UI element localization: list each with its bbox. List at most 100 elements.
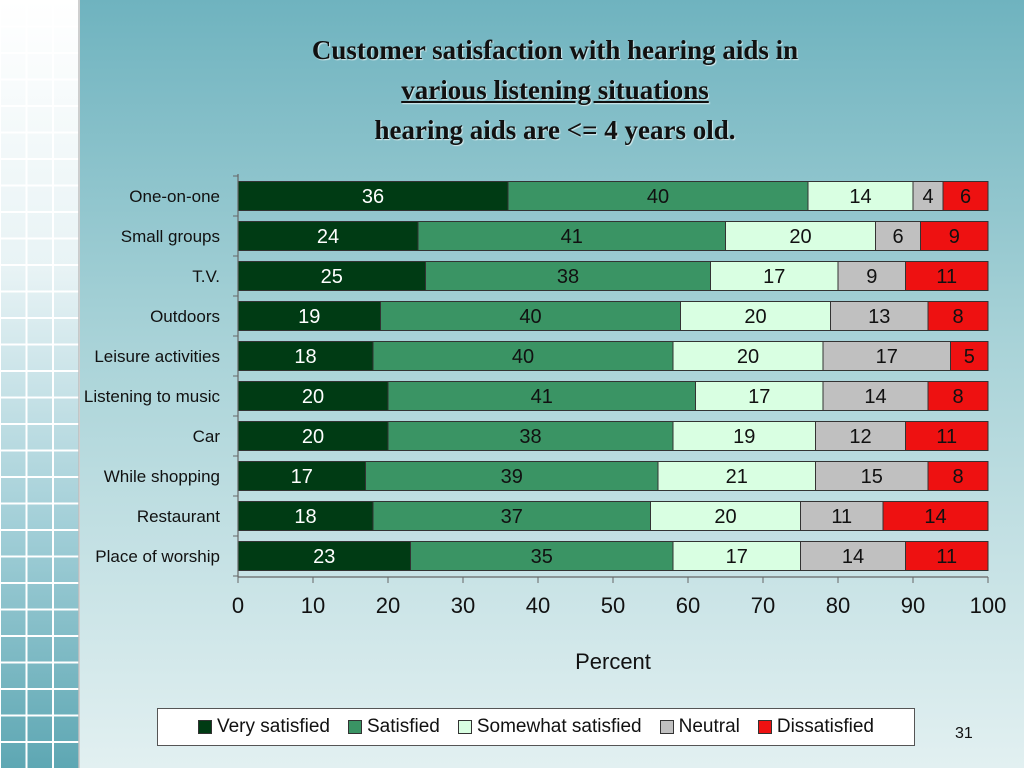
bar-segment <box>815 461 929 491</box>
data-label: 20 <box>789 226 811 248</box>
bar-segment <box>710 261 839 291</box>
data-label: 20 <box>744 306 766 328</box>
data-label: 20 <box>302 386 324 408</box>
bar-segment <box>875 221 921 251</box>
category-label: T.V. <box>192 267 220 286</box>
category-label: Place of worship <box>95 547 220 566</box>
decorative-grid-panel <box>0 0 80 768</box>
x-tick-label: 30 <box>451 593 475 618</box>
legend-label: Somewhat satisfied <box>476 716 642 737</box>
x-tick-label: 70 <box>751 593 775 618</box>
data-label: 37 <box>501 506 523 528</box>
title-line-1: Customer satisfaction with hearing aids … <box>311 35 799 65</box>
legend-label: Very satisfied <box>216 716 330 737</box>
x-tick-label: 90 <box>901 593 925 618</box>
bar-segment <box>905 541 989 571</box>
data-label: 14 <box>864 386 886 408</box>
bar-segment <box>800 541 906 571</box>
bar-segment <box>927 301 989 331</box>
data-label: 17 <box>763 266 785 288</box>
data-label: 6 <box>892 226 903 248</box>
chart-legend: Very satisfied Satisfied Somewhat satisfie… <box>157 708 915 746</box>
data-label: 36 <box>362 186 384 208</box>
bar-segment <box>837 261 906 291</box>
legend-item: Very satisfied <box>197 716 330 738</box>
data-label: 13 <box>868 306 890 328</box>
category-label: Outdoors <box>150 307 220 326</box>
data-label: 41 <box>531 386 553 408</box>
bar-segment <box>950 341 989 371</box>
legend-item: Satisfied <box>347 716 440 738</box>
data-label: 11 <box>936 546 957 568</box>
legend-item: Neutral <box>659 716 740 738</box>
category-label: Small groups <box>121 227 220 246</box>
data-label: 6 <box>960 186 971 208</box>
bar-segment <box>882 501 989 531</box>
data-label: 9 <box>949 226 960 248</box>
bar-segment <box>387 381 696 411</box>
data-label: 39 <box>501 466 523 488</box>
bar-segment <box>800 501 884 531</box>
data-label: 14 <box>924 506 946 528</box>
data-label: 40 <box>512 346 534 368</box>
x-tick-label: 100 <box>970 593 1007 618</box>
bar-segment <box>830 301 929 331</box>
data-label: 23 <box>313 546 335 568</box>
data-label: 4 <box>922 186 933 208</box>
x-tick-label: 60 <box>676 593 700 618</box>
data-label: 12 <box>849 426 871 448</box>
data-label: 40 <box>647 186 669 208</box>
decorative-grid-lines <box>0 0 80 768</box>
bar-segment <box>237 461 366 491</box>
bar-segment <box>927 461 989 491</box>
title-line-3: hearing aids are <= 4 years old. <box>374 115 736 145</box>
x-axis-title: Percent <box>575 649 651 674</box>
data-label: 19 <box>733 426 755 448</box>
data-label: 17 <box>291 466 313 488</box>
bar-segment <box>507 181 809 211</box>
legend-swatch <box>757 720 772 734</box>
legend-swatch <box>197 720 212 734</box>
data-label: 18 <box>294 346 316 368</box>
bar-segment <box>905 421 989 451</box>
legend-swatch <box>457 720 472 734</box>
category-label: One-on-one <box>129 187 220 206</box>
bar-segment <box>237 261 426 291</box>
data-label: 8 <box>952 466 963 488</box>
data-label: 9 <box>866 266 877 288</box>
data-label: 15 <box>861 466 883 488</box>
data-label: 25 <box>321 266 343 288</box>
category-label: Listening to music <box>84 387 221 406</box>
category-label: Leisure activities <box>94 347 220 366</box>
bar-segment <box>927 381 989 411</box>
data-label: 17 <box>726 546 748 568</box>
data-label: 21 <box>726 466 748 488</box>
data-label: 17 <box>748 386 770 408</box>
category-label: Car <box>193 427 221 446</box>
x-tick-label: 40 <box>526 593 550 618</box>
data-label: 19 <box>298 306 320 328</box>
bar-segment <box>657 461 816 491</box>
data-label: 35 <box>531 546 553 568</box>
slide-number: 31 <box>955 725 973 742</box>
slide-title: Customer satisfaction with hearing aids … <box>180 30 930 150</box>
data-label: 38 <box>519 426 541 448</box>
data-label: 24 <box>317 226 339 248</box>
data-label: 14 <box>842 546 864 568</box>
data-label: 20 <box>714 506 736 528</box>
legend-swatch <box>659 720 674 734</box>
data-label: 8 <box>952 386 963 408</box>
data-label: 11 <box>936 266 957 288</box>
data-label: 5 <box>964 346 975 368</box>
bar-segment <box>912 181 944 211</box>
category-label: Restaurant <box>137 507 220 526</box>
legend-item: Dissatisfied <box>757 716 874 738</box>
bar-segment <box>672 341 824 371</box>
category-label: While shopping <box>104 467 220 486</box>
bar-segment <box>650 501 801 531</box>
bar-segment <box>680 301 831 331</box>
bar-segment <box>237 381 389 411</box>
data-label: 17 <box>876 346 898 368</box>
bar-segment <box>725 221 876 251</box>
